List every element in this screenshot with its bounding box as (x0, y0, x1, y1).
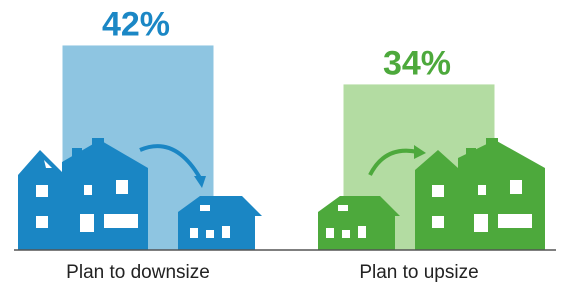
category-label: Plan to upsize (359, 262, 478, 283)
category-label: Plan to downsize (66, 262, 210, 283)
value-label: 34% (383, 44, 451, 82)
chart: 42% Plan to downsize 34% Plan to upsize (0, 0, 567, 286)
value-label: 42% (102, 5, 170, 43)
